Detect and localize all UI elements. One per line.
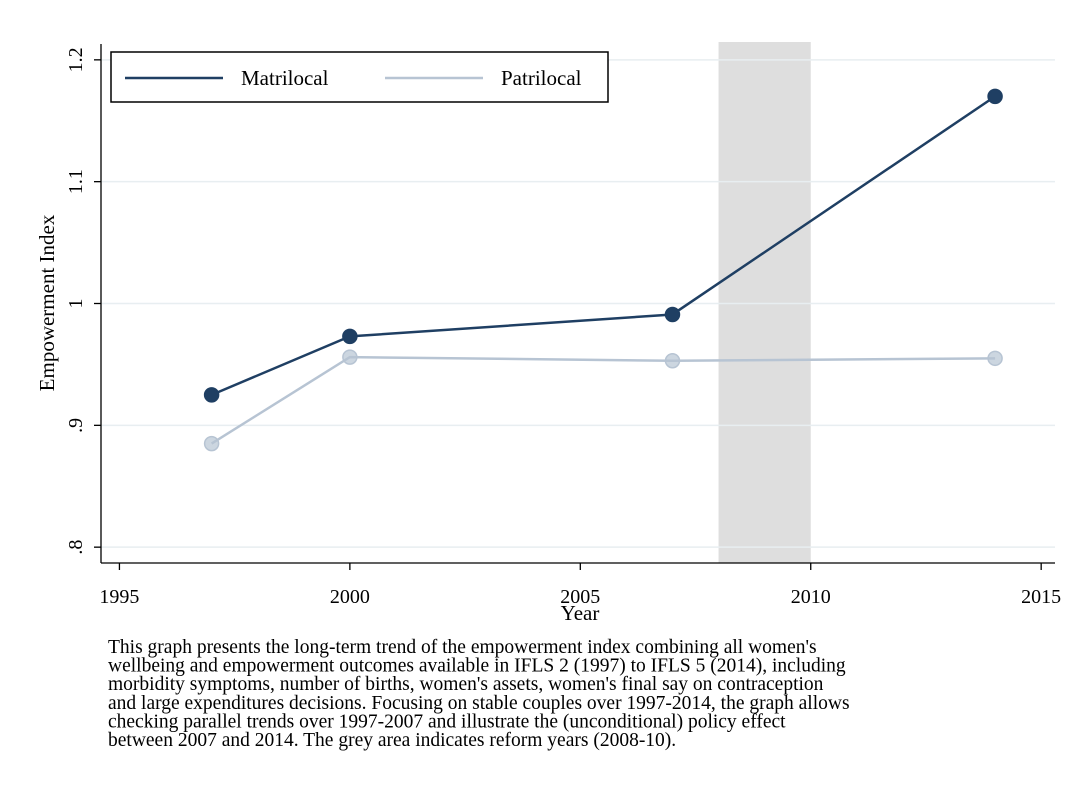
x-axis-title: Year — [561, 601, 600, 625]
caption-line: This graph presents the long-term trend … — [108, 637, 817, 658]
data-point — [203, 387, 220, 403]
series-line — [211, 95, 996, 397]
caption-line: wellbeing and empowerment outcomes avail… — [108, 656, 846, 677]
y-tick-label: 1.2 — [65, 47, 87, 72]
legend-label: Matrilocal — [241, 66, 329, 90]
legend-label: Patrilocal — [501, 66, 582, 90]
legend: Matrilocal Patrilocal — [110, 51, 609, 103]
x-tick-label: 2015 — [1021, 586, 1061, 608]
data-point — [342, 349, 358, 365]
data-point — [664, 306, 681, 323]
data-point — [987, 350, 1003, 367]
y-tick-label: 1 — [65, 299, 87, 309]
x-tick-label: 2010 — [791, 586, 831, 608]
caption-line: between 2007 and 2014. The grey area ind… — [108, 730, 676, 751]
x-tick-label: 2005 — [560, 586, 600, 608]
caption-line: checking parallel trends over 1997-2007 … — [108, 711, 786, 732]
y-tick-label: 1.1 — [65, 169, 87, 194]
shaded-region — [718, 42, 811, 563]
data-point — [203, 435, 220, 452]
data-point — [664, 353, 681, 369]
x-tick-label: 1995 — [99, 586, 139, 608]
data-point — [342, 328, 358, 345]
caption-line: morbidity symptoms, number of births, wo… — [108, 674, 824, 695]
data-point — [987, 88, 1003, 105]
y-tick-label: .8 — [65, 540, 87, 555]
caption-line: and large expenditures decisions. Focusi… — [108, 693, 850, 714]
series-line — [210, 355, 996, 445]
y-axis-title: Empowerment Index — [35, 214, 59, 391]
x-tick-label: 2000 — [330, 586, 370, 608]
y-tick-label: .9 — [65, 418, 87, 433]
